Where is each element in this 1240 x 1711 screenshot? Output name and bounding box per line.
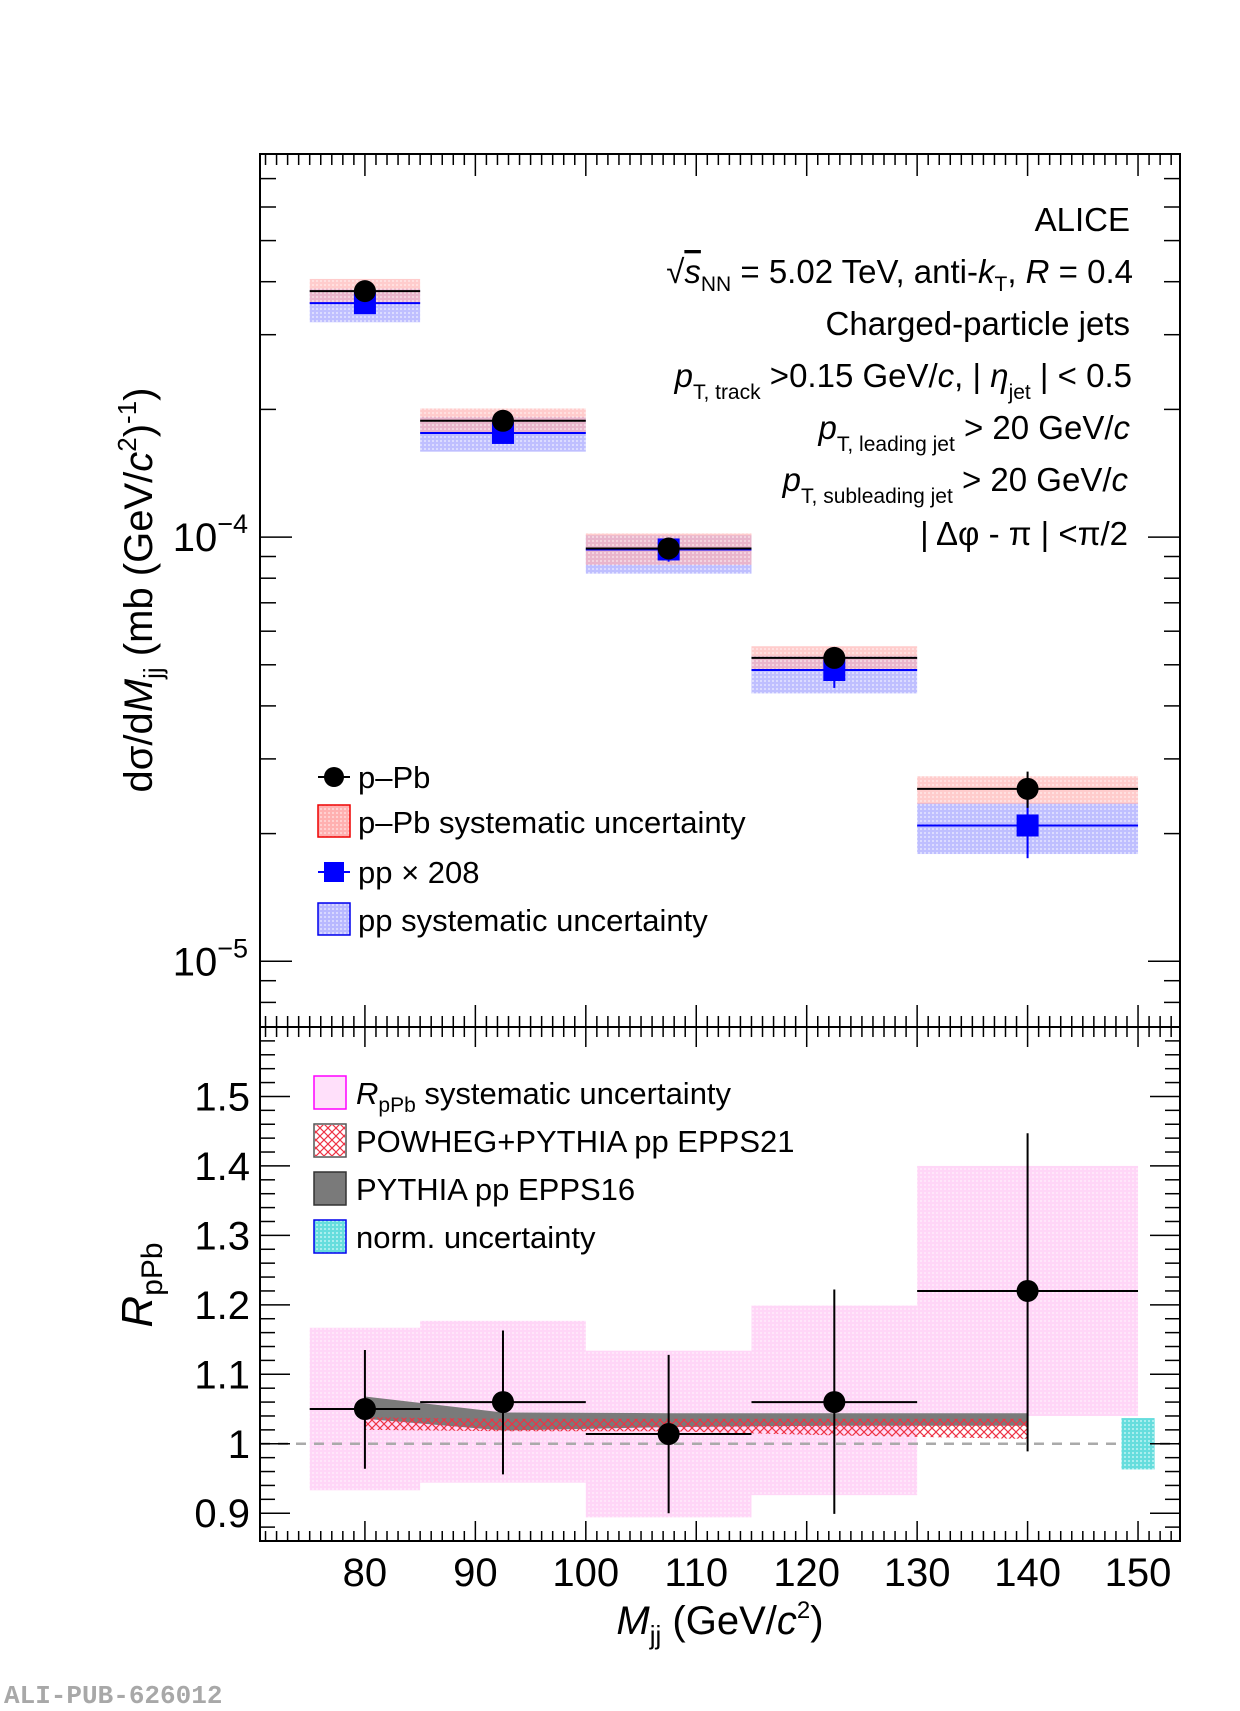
lower-y-tick-label: 1 bbox=[228, 1423, 250, 1467]
legend-entry-pp-syst: pp systematic uncertainty bbox=[317, 902, 708, 938]
x-tick-label: 150 bbox=[1105, 1551, 1172, 1595]
legend-entry-ppb-syst: p–Pb systematic uncertainty bbox=[317, 804, 746, 840]
svg-text:norm. uncertainty: norm. uncertainty bbox=[356, 1220, 596, 1255]
legend-entry-epps21: POWHEG+PYTHIA pp EPPS21 bbox=[313, 1123, 794, 1159]
x-tick-label: 110 bbox=[664, 1551, 728, 1595]
pp-marker bbox=[1016, 814, 1039, 837]
legend-pp-marker bbox=[324, 862, 344, 882]
publication-id: ALI-PUB-626012 bbox=[4, 1681, 222, 1711]
ppb-marker bbox=[491, 409, 514, 432]
analysis-annotations: ALICE √sNN = 5.02 TeV, anti-kT, R = 0.4 … bbox=[666, 201, 1133, 552]
x-axis-title: Mjj (GeV/c2) bbox=[616, 1597, 823, 1650]
lower-y-tick-label: 1.3 bbox=[194, 1214, 250, 1258]
rppb-marker bbox=[823, 1391, 846, 1414]
ppb-marker bbox=[657, 537, 680, 560]
lower-legend: RpPb systematic uncertainty POWHEG+PYTHI… bbox=[313, 1075, 794, 1255]
lower-systematic-boxes bbox=[260, 1165, 1180, 1518]
delta-phi-cut-label: | Δφ - π | <π/2 bbox=[920, 515, 1128, 552]
legend-entry-epps16: PYTHIA pp EPPS16 bbox=[313, 1171, 635, 1207]
svg-text:pp systematic uncertainty: pp systematic uncertainty bbox=[358, 903, 708, 938]
theory-band-epps21 bbox=[364, 1417, 1028, 1439]
upper-axes: 10−4 10−5 bbox=[173, 153, 1181, 1028]
rppb-marker bbox=[1016, 1279, 1039, 1302]
legend-ppb-syst-swatch bbox=[317, 804, 351, 838]
x-tick-label: 130 bbox=[884, 1551, 951, 1595]
upper-y-axis-title: dσ/dMjj (mb (GeV/c2)-1) bbox=[112, 387, 168, 792]
legend-epps16-swatch bbox=[313, 1171, 347, 1206]
upper-y-tick-label: 10−4 bbox=[173, 509, 248, 560]
energy-label: √sNN = 5.02 TeV, anti-kT, R = 0.4 bbox=[666, 253, 1133, 296]
svg-text:pp × 208: pp × 208 bbox=[358, 855, 480, 890]
legend-entry-ppb: p–Pb bbox=[318, 760, 430, 795]
x-tick-label: 100 bbox=[552, 1551, 619, 1595]
lower-data-points bbox=[309, 1133, 1139, 1514]
lower-y-tick-label: 0.9 bbox=[194, 1492, 250, 1536]
legend-entry-pp: pp × 208 bbox=[318, 855, 480, 890]
svg-text:PYTHIA pp EPPS16: PYTHIA pp EPPS16 bbox=[356, 1172, 635, 1207]
experiment-label: ALICE bbox=[1035, 201, 1130, 238]
x-tick-label: 90 bbox=[453, 1551, 498, 1595]
svg-text:POWHEG+PYTHIA pp EPPS21: POWHEG+PYTHIA pp EPPS21 bbox=[356, 1124, 794, 1159]
legend-rppb-syst-swatch bbox=[313, 1075, 347, 1110]
ppb-marker bbox=[823, 646, 846, 669]
rppb-marker bbox=[657, 1423, 680, 1446]
svg-text:p–Pb systematic uncertainty: p–Pb systematic uncertainty bbox=[358, 805, 746, 840]
ppb-marker bbox=[353, 280, 376, 303]
x-tick-label: 80 bbox=[343, 1551, 388, 1595]
upper-systematic-boxes bbox=[309, 278, 1139, 855]
upper-data-points bbox=[309, 280, 1139, 859]
lower-frame bbox=[259, 1026, 1181, 1542]
legend-norm-swatch bbox=[313, 1219, 347, 1254]
lower-y-tick-label: 1.2 bbox=[194, 1284, 250, 1328]
subleading-jet-cut-label: pT, subleading jet > 20 GeV/c bbox=[782, 461, 1129, 508]
rppb-marker bbox=[353, 1398, 376, 1421]
svg-text:p–Pb: p–Pb bbox=[358, 760, 430, 795]
legend-pp-syst-swatch bbox=[317, 902, 351, 936]
lower-y-tick-label: 1.5 bbox=[194, 1075, 250, 1119]
ppb-marker bbox=[1016, 777, 1039, 800]
x-tick-label: 140 bbox=[994, 1551, 1061, 1595]
jets-label: Charged-particle jets bbox=[826, 305, 1130, 342]
norm-uncertainty-box bbox=[1121, 1418, 1155, 1470]
legend-entry-rppb-syst: RpPb systematic uncertainty bbox=[313, 1075, 732, 1117]
upper-legend: p–Pb p–Pb systematic uncertainty pp × 20… bbox=[317, 760, 746, 938]
x-tick-label: 120 bbox=[773, 1551, 840, 1595]
legend-ppb-marker bbox=[324, 767, 344, 787]
leading-jet-cut-label: pT, leading jet > 20 GeV/c bbox=[818, 409, 1131, 456]
lower-y-tick-label: 1.4 bbox=[194, 1145, 250, 1189]
lower-y-axis-title: RpPb bbox=[113, 1242, 169, 1327]
legend-entry-norm: norm. uncertainty bbox=[313, 1219, 596, 1255]
lower-axes: 0.9 1 1.1 1.2 1.3 1.4 1.5 80 90 100 110 120 130 140 15… bbox=[194, 1026, 1181, 1595]
svg-text:RpPb systematic uncertainty: RpPb systematic uncertainty bbox=[356, 1076, 732, 1117]
lower-theory-bands bbox=[364, 1396, 1028, 1439]
rppb-marker bbox=[491, 1391, 514, 1414]
track-cut-label: pT, track >0.15 GeV/c, | ηjet | < 0.5 bbox=[674, 357, 1132, 404]
upper-y-tick-label: 10−5 bbox=[173, 933, 248, 984]
lower-y-tick-label: 1.1 bbox=[194, 1353, 250, 1397]
